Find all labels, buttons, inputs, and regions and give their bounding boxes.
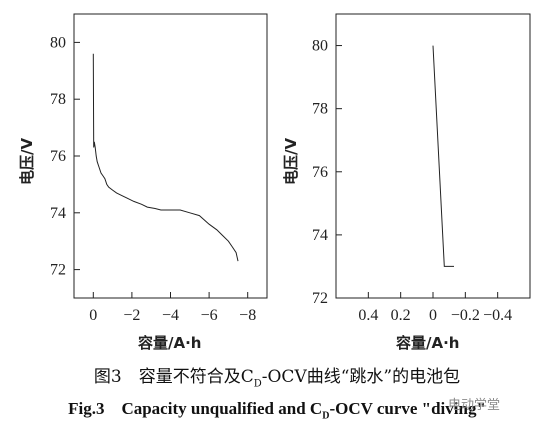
- x-tick-label: 0.4: [358, 307, 378, 324]
- left-y-axis-label: 电压/V: [18, 138, 36, 185]
- right-y-axis-label: 电压/V: [282, 138, 300, 185]
- right-x-axis-label: 容量/A·h: [395, 334, 459, 352]
- caption-cn-suffix: -OCV曲线“跳水”的电池包: [261, 367, 461, 387]
- caption-en-subscript: D: [322, 410, 330, 422]
- caption-en-prefix: Fig.3 Capacity unqualified and C: [68, 399, 323, 418]
- y-tick-label: 74: [50, 205, 66, 222]
- x-tick-label: −6: [201, 307, 218, 324]
- x-tick-label: −8: [239, 307, 256, 324]
- right-y-axis: 72 74 76 78 80: [312, 38, 342, 307]
- x-tick-label: −2: [123, 307, 140, 324]
- caption-cn-prefix: 图3 容量不符合及C: [93, 367, 254, 387]
- y-tick-label: 78: [50, 91, 66, 108]
- watermark-text: 电动学堂: [448, 398, 501, 413]
- right-chart: 72 74 76 78 80 0.4 0.2 0 −0.2 −0.4 容量/A·h 电压/V: [282, 13, 531, 352]
- x-tick-label: 0: [429, 307, 437, 324]
- x-tick-label: −4: [162, 307, 179, 324]
- right-series-line: [432, 45, 454, 267]
- right-plot-frame: [335, 13, 531, 299]
- caption-en-suffix: -OCV curve "diving": [329, 399, 486, 418]
- y-tick-label: 80: [50, 34, 66, 51]
- caption-english: Fig.3 Capacity unqualified and CD-OCV cu…: [0, 394, 554, 421]
- left-chart: 72 74 76 78 80 0 −2 −4 −6 −8 容量/A·h 电压/V: [18, 13, 268, 352]
- x-tick-label: −0.2: [451, 307, 480, 324]
- x-tick-label: 0.2: [391, 307, 411, 324]
- y-tick-label: 72: [50, 262, 66, 279]
- caption-cn-subscript: D: [253, 378, 262, 390]
- caption-chinese: 图3 容量不符合及CD-OCV曲线“跳水”的电池包: [0, 362, 554, 389]
- x-tick-label: −0.4: [483, 307, 512, 324]
- y-tick-label: 76: [312, 164, 328, 181]
- left-x-axis-label: 容量/A·h: [137, 334, 201, 352]
- y-tick-label: 78: [312, 101, 328, 118]
- y-tick-label: 76: [50, 148, 66, 165]
- left-x-axis: 0 −2 −4 −6 −8: [89, 292, 256, 324]
- y-tick-label: 80: [312, 38, 328, 55]
- left-series-line: [92, 53, 239, 262]
- y-tick-label: 72: [312, 290, 328, 307]
- left-plot-frame: [73, 13, 268, 299]
- left-y-axis: 72 74 76 78 80: [50, 34, 80, 279]
- x-tick-label: 0: [89, 307, 97, 324]
- y-tick-label: 74: [312, 227, 328, 244]
- right-x-axis: 0.4 0.2 0 −0.2 −0.4: [358, 292, 512, 324]
